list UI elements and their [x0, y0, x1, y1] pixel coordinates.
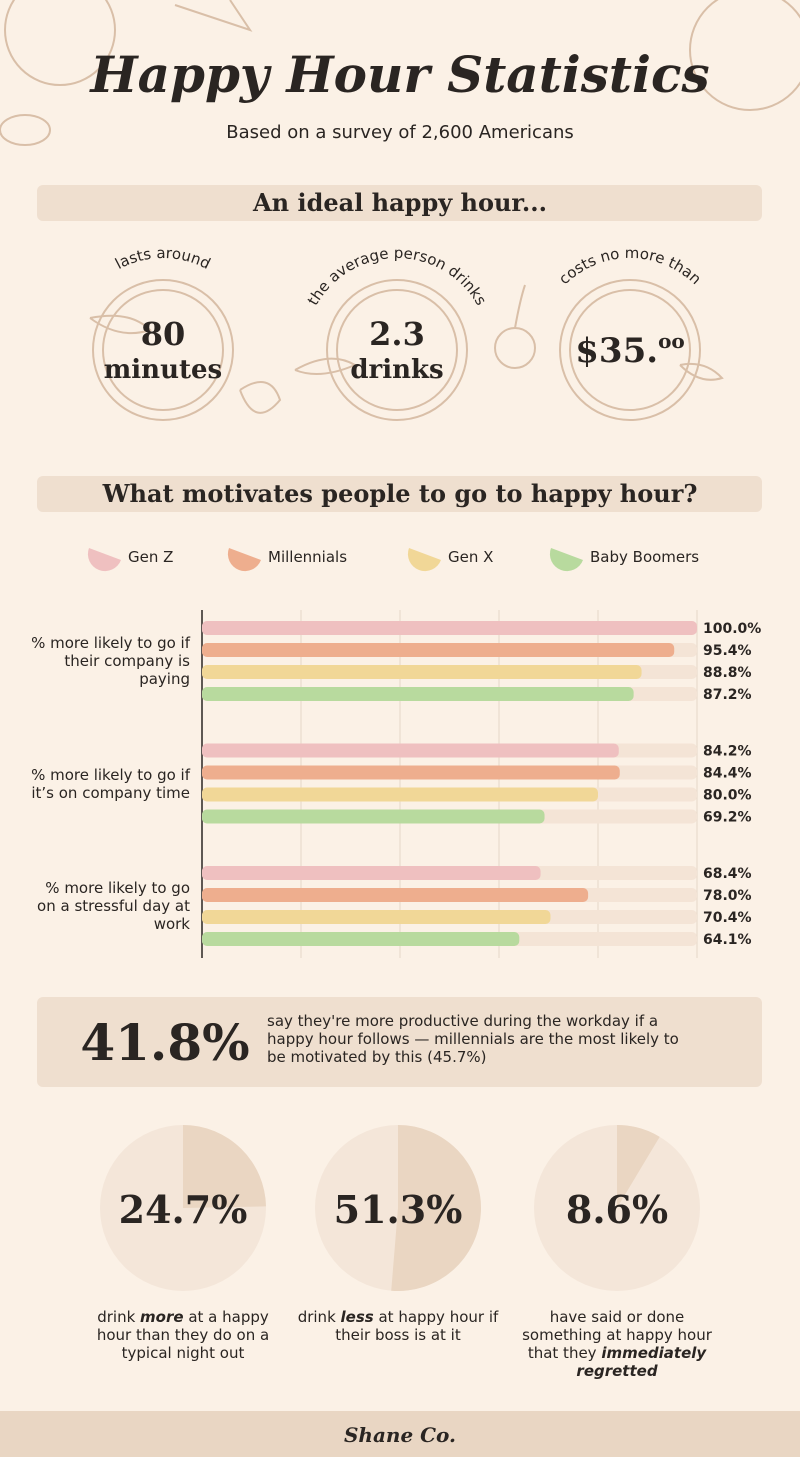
value-label: 64.1% — [703, 932, 752, 948]
category-label: % more likely to go if their company is … — [31, 634, 190, 688]
pie-caption: drink more at a happy hour than they do … — [78, 1308, 288, 1362]
caption: lasts around — [112, 244, 213, 273]
bar — [202, 888, 589, 902]
heading: What motivates people to go to happy hou… — [102, 479, 698, 508]
pie-caption: drink less at happy hour if their boss i… — [293, 1308, 503, 1344]
value-main: $35. — [575, 331, 658, 371]
bar — [202, 621, 697, 635]
legend-label: Millennials — [268, 548, 347, 566]
caption-text: drink — [297, 1308, 341, 1326]
value-label: 80.0% — [703, 788, 752, 804]
caption: the average person drinks — [304, 244, 490, 309]
bar — [202, 687, 634, 701]
legend-swatch — [407, 548, 441, 572]
legend-label: Baby Boomers — [590, 548, 699, 566]
stat-text: say they're more productive during the w… — [267, 1012, 679, 1066]
value-label: 69.2% — [703, 810, 752, 826]
value-label: 87.2% — [703, 687, 752, 703]
heading: An ideal happy hour... — [252, 188, 547, 217]
brand: Shane Co. — [344, 1423, 456, 1447]
value-label: 88.8% — [703, 665, 752, 681]
caption-text: drink — [97, 1308, 141, 1326]
unit: drinks — [350, 355, 443, 385]
value: $35.oo — [575, 329, 685, 371]
caption-emphasis: less — [340, 1308, 374, 1326]
value-cents: oo — [658, 329, 685, 353]
legend-swatch — [87, 548, 121, 572]
caption-emphasis: immediately regretted — [576, 1344, 707, 1380]
legend-label: Gen Z — [128, 548, 173, 566]
pie-slice — [391, 1125, 481, 1291]
pie-slice — [183, 1125, 266, 1208]
bar — [202, 743, 619, 758]
value-label: 78.0% — [703, 888, 752, 904]
banner — [37, 185, 762, 221]
bar — [202, 910, 551, 924]
category-label: % more likely to go if it’s on company t… — [31, 765, 190, 802]
bar — [202, 809, 545, 824]
subtitle: Based on a survey of 2,600 Americans — [226, 122, 574, 143]
legend-swatch — [227, 548, 261, 572]
pie-slice — [617, 1125, 660, 1208]
decoration — [0, 0, 800, 421]
caption-text: have said or done something at happy hou… — [522, 1308, 712, 1362]
pie-label: 51.3% — [334, 1187, 463, 1232]
title: Happy Hour Statistics — [88, 45, 709, 104]
caption-text: costs no more than — [555, 244, 705, 288]
pie-label: 8.6% — [566, 1187, 668, 1232]
stat-box — [37, 997, 762, 1087]
bar — [202, 932, 520, 946]
caption-text: at a happy hour than they do on a typica… — [96, 1308, 270, 1362]
legend-label: Gen X — [448, 548, 493, 566]
banner — [37, 476, 762, 512]
caption-text: lasts around — [112, 244, 213, 273]
value: 2.3 — [369, 315, 425, 353]
unit: minutes — [104, 355, 222, 385]
caption-emphasis: more — [140, 1308, 184, 1326]
value-label: 84.2% — [703, 744, 752, 760]
bar — [202, 787, 598, 802]
caption: costs no more than — [555, 244, 705, 288]
value: 80 — [141, 315, 186, 353]
pie-caption: have said or done something at happy hou… — [512, 1308, 722, 1380]
value-label: 95.4% — [703, 643, 752, 659]
bar — [202, 643, 675, 657]
bar — [202, 765, 620, 780]
stat-value: 41.8% — [80, 1013, 249, 1072]
value-label: 84.4% — [703, 766, 752, 782]
bar — [202, 866, 541, 880]
pie-label: 24.7% — [119, 1187, 248, 1232]
footer-bar — [0, 1411, 800, 1457]
legend-swatch — [549, 548, 583, 572]
caption-text: the average person drinks — [304, 244, 490, 309]
bar — [202, 665, 642, 679]
category-label: % more likely to go on a stressful day a… — [37, 879, 190, 933]
value-label: 70.4% — [703, 910, 752, 926]
value-label: 68.4% — [703, 866, 752, 882]
value-label: 100.0% — [703, 621, 761, 637]
caption-text: at happy hour if their boss is at it — [335, 1308, 499, 1344]
